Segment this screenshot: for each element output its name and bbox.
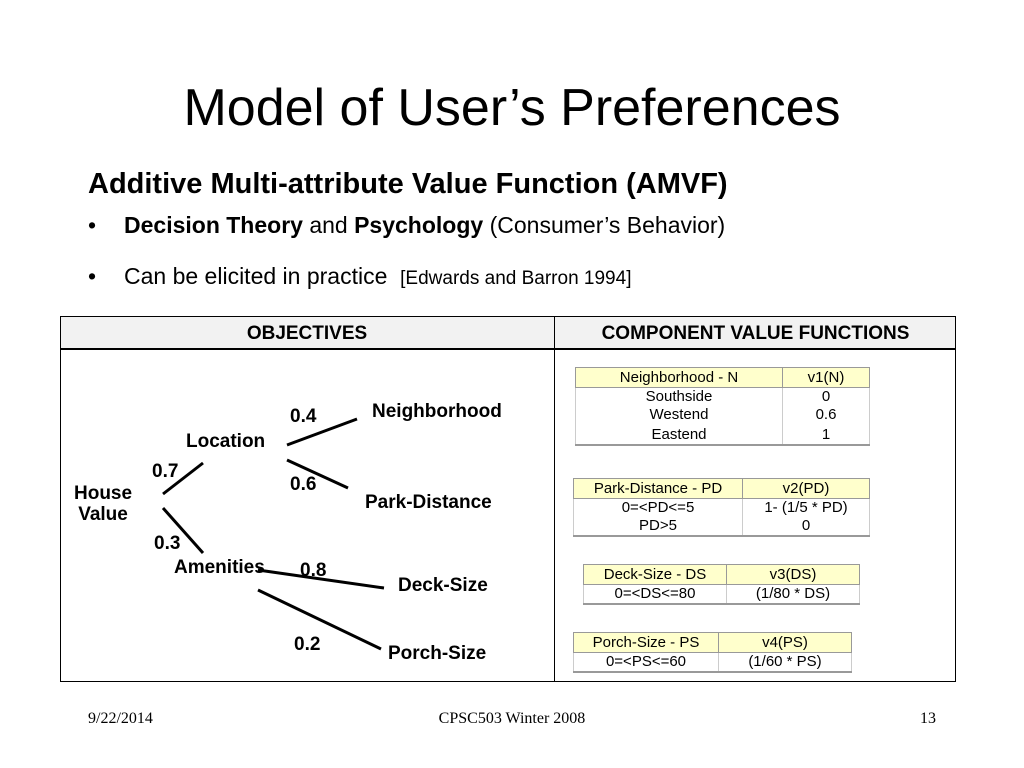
tree-root-line2: Value	[78, 504, 128, 525]
table-cell: 0	[742, 517, 870, 537]
bullet-elicited: • Can be elicited in practice [Edwards an…	[88, 261, 631, 294]
table-cell: 0=<DS<=80	[583, 584, 727, 605]
bullet-bold-psychology: Psychology	[354, 212, 484, 238]
slide-subtitle: Additive Multi-attribute Value Function …	[88, 168, 728, 200]
edge-location-neighborhood	[286, 417, 358, 447]
footer-date: 9/22/2014	[88, 710, 153, 727]
edge-house-location	[162, 461, 204, 496]
table-row: 0=<DS<=80 (1/80 * DS)	[583, 584, 860, 605]
value-table-porch-size: Porch-Size - PS v4(PS) 0=<PS<=60 (1/60 * …	[573, 632, 852, 673]
table-cell: 1- (1/5 * PD)	[742, 498, 870, 517]
bullet-citation: [Edwards and Barron 1994]	[400, 268, 632, 289]
edge-amenities-porch	[257, 588, 382, 651]
tree-node-amenities: Amenities	[174, 557, 265, 578]
weight-location: 0.7	[152, 461, 179, 482]
tree-node-porch-size: Porch-Size	[388, 643, 487, 664]
bullet-consumer-behavior: (Consumer’s Behavior)	[483, 212, 726, 238]
bullet-elicited-text: Can be elicited in practice	[124, 263, 388, 289]
objectives-header: OBJECTIVES	[246, 323, 368, 344]
edge-location-park	[286, 458, 349, 490]
table-cell: (1/60 * PS)	[718, 652, 852, 673]
footer-page-number: 13	[920, 710, 936, 727]
table-row: 0=<PD<=5 1- (1/5 * PD)	[573, 498, 870, 517]
table-row: Park-Distance - PD v2(PD)	[573, 478, 870, 499]
table-row: Porch-Size - PS v4(PS)	[573, 632, 852, 653]
table-column-divider	[554, 316, 555, 682]
value-table-neighborhood: Neighborhood - N v1(N) Southside 0 Westen…	[575, 367, 870, 446]
value-table-park-distance: Park-Distance - PD v2(PD) 0=<PD<=5 1- (1/…	[573, 478, 870, 537]
bullet-dot-icon: •	[88, 212, 97, 238]
table-cell: Southside	[575, 387, 783, 406]
value-table-deck-size: Deck-Size - DS v3(DS) 0=<DS<=80 (1/80 * D…	[583, 564, 860, 605]
objectives-table	[60, 316, 956, 682]
edge-house-amenities	[161, 507, 205, 554]
table-cell: PD>5	[573, 517, 743, 537]
table-row: Southside 0	[575, 387, 870, 406]
table-row: PD>5 0	[573, 517, 870, 537]
table-header-cell: v2(PD)	[742, 478, 870, 499]
table-row: 0=<PS<=60 (1/60 * PS)	[573, 652, 852, 673]
table-row: Deck-Size - DS v3(DS)	[583, 564, 860, 585]
table-header-cell: Park-Distance - PD	[573, 478, 743, 499]
table-header-cell: Neighborhood - N	[575, 367, 783, 388]
weight-amenities: 0.3	[154, 533, 181, 554]
table-cell: (1/80 * DS)	[726, 584, 860, 605]
value-functions-header: COMPONENT VALUE FUNCTIONS	[601, 323, 910, 344]
edge-amenities-deck	[257, 568, 385, 590]
table-header-cell: Deck-Size - DS	[583, 564, 727, 585]
table-cell: Eastend	[575, 424, 783, 446]
table-cell: 0=<PD<=5	[573, 498, 743, 517]
slide-title: Model of User’s Preferences	[183, 79, 841, 137]
weight-park-distance: 0.6	[290, 474, 317, 495]
table-cell: 0	[782, 387, 870, 406]
table-cell: 0.6	[782, 406, 870, 424]
tree-node-house-value: House Value	[74, 483, 132, 525]
table-row: Neighborhood - N v1(N)	[575, 367, 870, 388]
tree-node-neighborhood: Neighborhood	[372, 401, 502, 422]
bullet-decision-theory: • Decision Theory and Psychology (Consume…	[88, 210, 725, 240]
bullet-and: and	[302, 212, 355, 238]
tree-node-deck-size: Deck-Size	[398, 575, 488, 596]
table-cell: 1	[782, 424, 870, 446]
tree-root-line1: House	[74, 483, 133, 504]
weight-neighborhood: 0.4	[290, 406, 317, 427]
bullet-dot-icon: •	[88, 263, 97, 289]
tree-node-location: Location	[186, 431, 266, 452]
table-row: Westend 0.6	[575, 406, 870, 424]
table-header-cell: v1(N)	[782, 367, 870, 388]
footer-course: CPSC503 Winter 2008	[438, 710, 586, 727]
table-header-cell: v4(PS)	[718, 632, 852, 653]
table-cell: Westend	[575, 406, 783, 424]
bullet-bold-decision-theory: Decision Theory	[124, 212, 303, 238]
tree-node-park-distance: Park-Distance	[365, 492, 492, 513]
weight-porch-size: 0.2	[294, 634, 321, 655]
table-cell: 0=<PS<=60	[573, 652, 719, 673]
table-row: Eastend 1	[575, 424, 870, 446]
table-header-row	[60, 316, 956, 350]
table-header-cell: v3(DS)	[726, 564, 860, 585]
table-header-cell: Porch-Size - PS	[573, 632, 719, 653]
weight-deck-size: 0.8	[300, 560, 327, 581]
